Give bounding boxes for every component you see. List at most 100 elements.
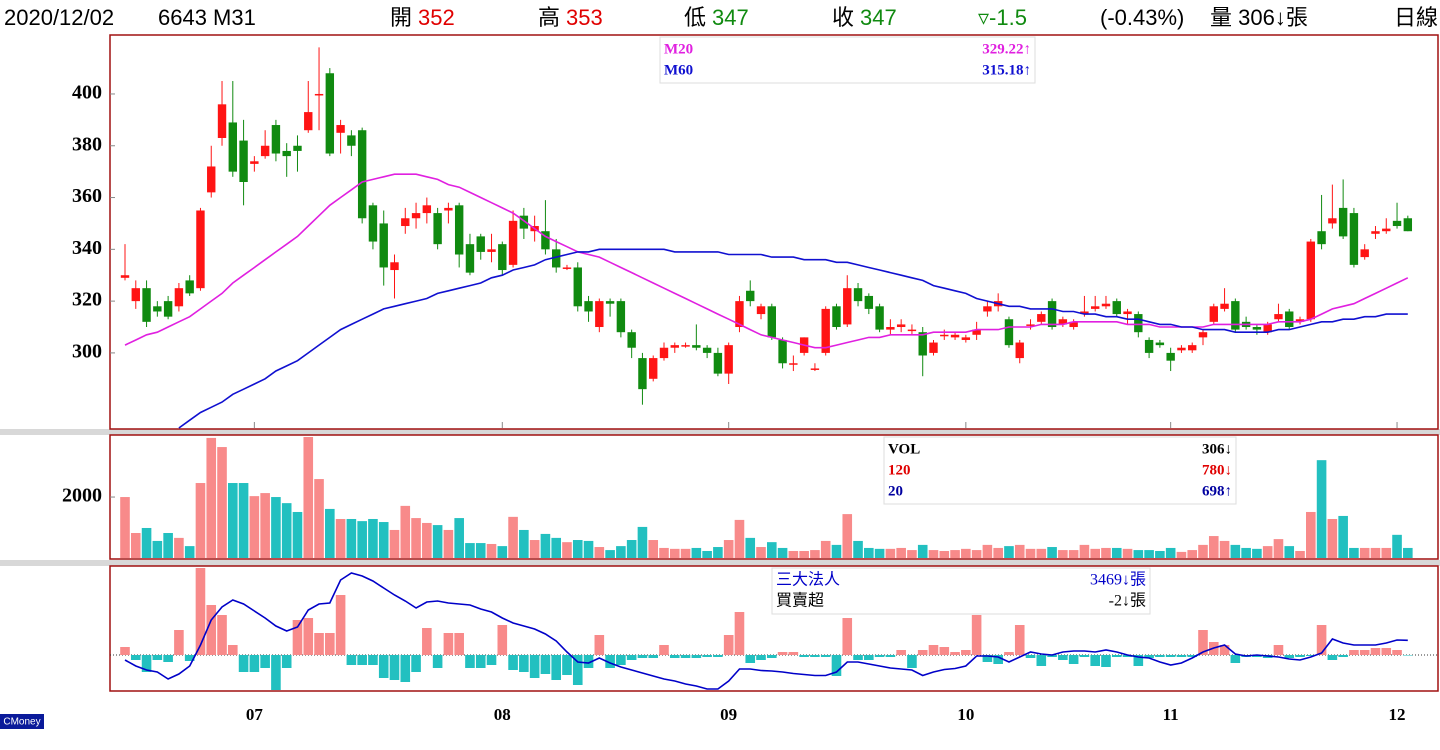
x-tick-label: 12 <box>1389 705 1406 724</box>
bar <box>130 655 141 660</box>
bar <box>540 655 551 674</box>
bar <box>680 655 691 658</box>
bar <box>864 547 874 558</box>
bar <box>583 540 594 558</box>
bar <box>680 548 691 558</box>
legend-value: 780↓ <box>1202 462 1232 478</box>
candle-body <box>649 358 658 379</box>
bar <box>271 655 281 690</box>
y-tick-label: 380 <box>72 133 102 155</box>
bar <box>723 540 734 558</box>
bar <box>1208 536 1219 558</box>
bar <box>777 547 788 558</box>
bar <box>1198 544 1208 558</box>
bar <box>1025 655 1036 658</box>
candle-body <box>1134 314 1143 333</box>
bar <box>1047 655 1057 657</box>
candle-body <box>196 210 205 289</box>
bar <box>422 628 432 655</box>
bar <box>1252 548 1262 558</box>
bar <box>1014 625 1025 655</box>
bar <box>572 540 583 558</box>
bar <box>497 546 508 558</box>
bar <box>303 437 314 558</box>
candle-body <box>1026 324 1035 326</box>
bar <box>691 655 702 658</box>
candle-body <box>1047 301 1057 328</box>
candle-body <box>1177 347 1186 351</box>
bar <box>281 655 292 668</box>
line <box>178 248 1408 429</box>
bar <box>648 655 659 658</box>
bar <box>605 550 615 558</box>
candle-body <box>1123 311 1132 315</box>
bar <box>1187 655 1198 657</box>
bar <box>616 655 626 665</box>
bar <box>551 537 561 558</box>
bar <box>368 655 378 665</box>
bar <box>486 543 497 558</box>
candle-body <box>1058 319 1068 325</box>
bar <box>853 655 863 660</box>
bar <box>745 655 756 663</box>
bar <box>788 550 799 558</box>
bar <box>1349 650 1359 655</box>
bar <box>885 655 896 657</box>
candle-body <box>713 352 723 374</box>
bar <box>1079 544 1090 558</box>
bar <box>206 605 217 655</box>
high-label: 高 <box>538 5 560 30</box>
bar <box>271 497 281 558</box>
bar <box>1198 630 1208 655</box>
candle-body <box>239 140 248 183</box>
candle-body <box>1198 332 1208 338</box>
bar <box>1338 655 1348 657</box>
bar <box>864 655 874 660</box>
candle-body <box>1295 319 1305 322</box>
candle-body <box>972 329 981 335</box>
candle-body <box>1274 314 1283 320</box>
candle-body <box>1360 249 1369 258</box>
bar <box>820 655 831 657</box>
bar <box>659 547 669 558</box>
bar <box>1295 655 1305 657</box>
bar <box>842 618 853 655</box>
bar <box>411 655 421 672</box>
candle-body <box>929 342 938 353</box>
bar <box>1176 655 1187 657</box>
candle-body <box>843 288 852 325</box>
candle-body <box>207 166 216 193</box>
bar <box>1155 655 1165 657</box>
bar <box>206 437 217 558</box>
bar <box>1047 547 1057 558</box>
candle-body <box>508 220 518 265</box>
bar <box>1058 655 1068 660</box>
bar <box>605 655 615 668</box>
candle-body <box>562 267 572 269</box>
candle-body <box>778 339 787 364</box>
y-tick-label: 2000 <box>62 485 102 507</box>
bar <box>152 655 163 660</box>
candle-body <box>950 334 960 338</box>
bar <box>551 655 561 680</box>
candle-body <box>573 267 582 307</box>
date: 2020/12/02 <box>4 5 114 30</box>
candle-body <box>940 334 949 337</box>
bar <box>174 537 184 558</box>
low: 347 <box>712 5 749 30</box>
candle-body <box>1091 306 1100 309</box>
bar <box>745 537 756 558</box>
candle-body <box>638 358 647 390</box>
candle-body <box>1069 321 1078 328</box>
y-tick-label: 400 <box>72 82 102 104</box>
bar <box>1338 515 1348 558</box>
candle-body <box>347 135 356 146</box>
candle-body <box>519 215 529 229</box>
bar <box>1306 655 1316 656</box>
y-tick-label: 340 <box>72 237 102 259</box>
bar <box>993 655 1003 664</box>
bar <box>971 550 982 558</box>
bar <box>928 550 939 558</box>
bar <box>713 655 723 657</box>
candle-body <box>735 301 744 328</box>
